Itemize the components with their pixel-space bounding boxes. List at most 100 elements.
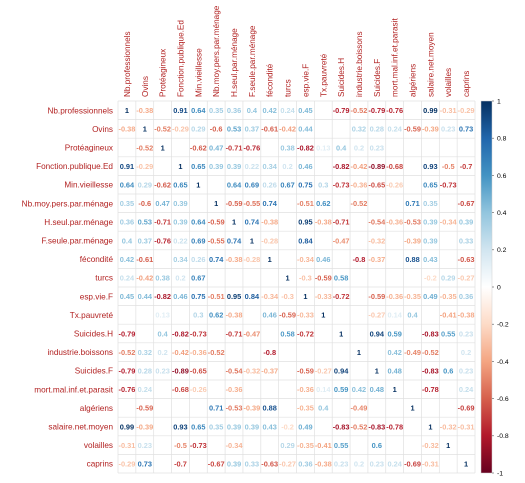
cell-value: -0.29 — [458, 106, 475, 115]
cell-value: -0.35 — [404, 292, 421, 301]
cell-value: -0.67 — [208, 460, 225, 469]
cell-value: 0.47 — [209, 143, 223, 152]
row-label-mort-mal-inf-et-parasit: mort.mal.inf.et.parasit — [34, 385, 113, 394]
cell-value: -0.36 — [190, 348, 207, 357]
cell-value: 0.22 — [173, 236, 187, 245]
row-label-salaire-net-moyen: salaire.net.moyen — [48, 423, 113, 432]
cell-value: -0.27 — [368, 311, 385, 320]
cell-value: -0.83 — [422, 329, 439, 338]
cell-value: -0.55 — [243, 199, 260, 208]
cell-value: 0.55 — [334, 441, 348, 450]
cell-value: 0.39 — [173, 199, 187, 208]
cell-value: -0.76 — [243, 143, 260, 152]
row-label-nb-professionnels: Nb.professionnels — [47, 106, 113, 115]
cell-value: 0.44 — [138, 292, 153, 301]
cell-value: -0.36 — [297, 385, 314, 394]
cell-value: -0.59 — [297, 367, 314, 376]
column-label-suicides-f: Suicides.F — [373, 59, 382, 97]
cell-value: 0.95 — [227, 292, 241, 301]
cell-value: 0.2 — [282, 162, 292, 171]
cell-value: 0.99 — [423, 106, 437, 115]
cell-value: -0.59 — [315, 274, 332, 283]
cell-value: -0.35 — [440, 292, 457, 301]
cell-value: -0.27 — [279, 460, 296, 469]
cell-value: 0.39 — [209, 162, 223, 171]
cell-value: -0.79 — [118, 329, 135, 338]
cell-value: 1 — [196, 181, 200, 190]
cell-value: -0.39 — [422, 125, 439, 134]
cell-value: -0.72 — [333, 292, 350, 301]
cell-value: -0.69 — [458, 404, 475, 413]
cell-value: -0.47 — [243, 329, 260, 338]
cell-value: 0.42 — [120, 255, 134, 264]
legend-color-bar — [480, 100, 493, 474]
cell-value: 0.36 — [298, 460, 312, 469]
column-label-industrie-boissons: industrie.boissons — [355, 31, 364, 97]
cell-value: 0.43 — [423, 255, 437, 264]
cell-value: -0.89 — [368, 162, 385, 171]
cell-value: -0.38 — [136, 106, 153, 115]
cell-value: -0.55 — [208, 236, 225, 245]
legend-tick-label: -1 — [497, 470, 503, 477]
cell-value: -0.39 — [404, 236, 421, 245]
cell-value: 0.34 — [263, 162, 278, 171]
cell-value: -0.59 — [136, 404, 153, 413]
cell-value: -0.7 — [460, 162, 473, 171]
cell-value: 0.62 — [316, 199, 330, 208]
row-label-ovins: Ovins — [92, 125, 113, 134]
cell-value: 0.45 — [298, 106, 312, 115]
cell-value: 0.4 — [247, 106, 258, 115]
cell-value: -0.32 — [422, 441, 439, 450]
cell-value: 1 — [143, 125, 147, 134]
cell-value: -0.26 — [386, 181, 403, 190]
row-label-caprins: caprins — [87, 460, 113, 469]
cell-value: 1 — [464, 460, 468, 469]
cell-value: -0.52 — [118, 348, 135, 357]
cell-value: -0.83 — [333, 422, 350, 431]
cell-value: -0.39 — [243, 404, 260, 413]
cell-value: 1 — [339, 329, 343, 338]
cell-value: -0.41 — [315, 441, 332, 450]
cell-value: -0.42 — [172, 348, 189, 357]
cell-value: -0.54 — [226, 367, 244, 376]
cell-value: 0.29 — [191, 125, 205, 134]
cell-value: -0.5 — [442, 162, 455, 171]
cell-value: 0.67 — [191, 274, 205, 283]
cell-value: 0.48 — [370, 385, 384, 394]
legend-tick-label: -0.6 — [497, 396, 509, 403]
cell-value: 0.42 — [387, 348, 401, 357]
column-label-nb-professionnels: Nb.professionnels — [123, 31, 132, 97]
cell-value: -0.59 — [279, 311, 296, 320]
cell-value: -0.76 — [118, 385, 135, 394]
cell-value: 0.39 — [245, 422, 259, 431]
cell-value: 0.26 — [191, 255, 205, 264]
cell-value: 0.93 — [423, 162, 437, 171]
column-label-esp-vie-f: esp.vie.F — [301, 64, 310, 97]
cell-value: 0.38 — [280, 143, 294, 152]
cell-value: -0.42 — [351, 162, 368, 171]
cell-value: 0.59 — [334, 385, 348, 394]
cell-value: -0.73 — [333, 181, 350, 190]
cell-value: -0.79 — [333, 106, 350, 115]
cell-value: 0.99 — [120, 422, 134, 431]
cell-value: 0.35 — [120, 199, 134, 208]
cell-value: 0.95 — [298, 218, 312, 227]
cell-value: 0.14 — [387, 311, 402, 320]
cell-value: -0.49 — [351, 404, 368, 413]
cell-value: -0.65 — [190, 367, 207, 376]
cell-value: -0.73 — [190, 441, 207, 450]
cell-value: 0.64 — [120, 181, 135, 190]
cell-value: 0.71 — [405, 199, 419, 208]
cell-value: 0.22 — [245, 162, 259, 171]
cell-value: -0.28 — [243, 255, 260, 264]
cell-value: -0.38 — [226, 311, 243, 320]
cell-value: 0.23 — [459, 329, 473, 338]
cell-value: 0.23 — [441, 125, 455, 134]
cell-value: 0.3 — [193, 311, 203, 320]
cell-value: -0.27 — [315, 367, 332, 376]
cell-value: 1 — [393, 385, 397, 394]
row-labels: Nb.professionnels Ovins Protéagineux Foncti… — [22, 106, 114, 468]
cell-value: 0.38 — [155, 274, 169, 283]
cell-value: -0.89 — [172, 367, 189, 376]
column-label-min-vieillesse: Min.vieillesse — [194, 48, 203, 97]
